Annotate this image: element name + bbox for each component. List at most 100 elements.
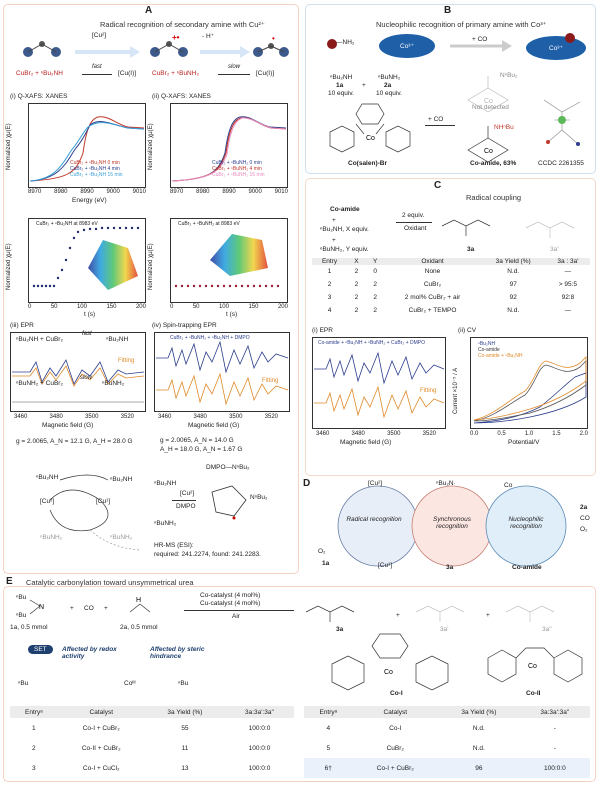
xafs-i-xticks: 8970 8980 8990 9000 9010 xyxy=(28,189,146,195)
svg-text:Co: Co xyxy=(484,98,493,105)
c-epr-legend: Co-amide + ⁿBu₂NH + ⁿBuNH₂ + CuBr₂ + DMP… xyxy=(318,340,426,346)
dmpo-cu: [Cu²] xyxy=(180,490,195,497)
table-row: 4 Co-I N.d. - xyxy=(326,724,556,732)
c-cv-legend-1: Co-amide xyxy=(478,347,500,353)
xafs-i-curve-15 xyxy=(29,122,145,182)
e-set-label: SET xyxy=(34,646,47,653)
e-nbu-left: ⁿBu xyxy=(18,680,29,687)
xafs-i-plot xyxy=(28,103,146,188)
xafs-i-legend-0: CuBr₂ + ⁿBu₂NH 0 min xyxy=(70,160,120,166)
table-row: 5 CuBr₂ N.d. - xyxy=(326,744,556,752)
epr-iii-bot: ⁿBuNH₂ + CuBr₂ xyxy=(16,380,63,387)
rxn2-left: CuBr₂ + ⁿBuNH₂ xyxy=(152,70,199,77)
c-epr-xlabel: Magnetic field (G) xyxy=(340,439,392,446)
xafs-ii-legend-2: CuBr₂ + ⁿBuNH₂ 15 min xyxy=(212,172,265,178)
c-arrow-top: 2 equiv. xyxy=(402,212,425,219)
b-co: Co³⁺ xyxy=(400,43,414,50)
e-affected-steric: Affected by steric hindrance xyxy=(150,646,205,660)
xafs-i-legend-2: CuBr₂ + ⁿBu₂NH 15 min xyxy=(70,172,123,178)
co-amide-structure: Co xyxy=(467,126,509,162)
e-nbu-right: ⁿBu xyxy=(178,680,189,687)
d-1a: 1a xyxy=(322,560,330,567)
panel-e xyxy=(3,586,596,782)
d-2a: 2a xyxy=(580,504,588,511)
e-sm1-structure: N xyxy=(29,599,44,615)
params-right-2: A_H = 18.0 G, A_N = 1.67 G xyxy=(160,446,243,453)
xafs-i-ylabel: Normalized χμ(E) xyxy=(6,123,12,170)
c-cv-title: (ii) CV xyxy=(458,327,477,334)
epr-iii-bot-prod: ⁿBuNH₂ xyxy=(102,380,125,387)
co-i-structure: Co xyxy=(331,633,449,691)
cycle-a-arrows xyxy=(49,474,140,551)
b-product-nhbu: NHⁿBu xyxy=(494,124,514,131)
kinetic-ii-legend: CuBr₂ + ⁿBuNH₂ at 8983 eV xyxy=(178,221,240,227)
panel-c xyxy=(305,178,596,476)
d-cu2: [Cu²] xyxy=(368,480,383,487)
xafs-ii-xticks: 8970 8980 8990 9000 9010 xyxy=(170,189,288,195)
b-nh2: —NH₂ xyxy=(336,39,355,46)
kinetic-i-xticks: 0 50 100 150 200 xyxy=(28,304,146,310)
dmpo-top: DMPO—NⁿBu₂ xyxy=(206,464,250,471)
epr-iv-title: (iv) Spin-trapping EPR xyxy=(152,322,217,329)
panel-a-scheme: +• • xyxy=(23,33,289,58)
d-circle-right xyxy=(485,485,567,567)
cycle-cu2: [Cu²] xyxy=(40,498,55,505)
e-co: CO xyxy=(84,605,94,612)
c-arrow xyxy=(396,222,432,223)
epr-iii-top-prod: ⁿBu₂NH xyxy=(106,336,129,343)
xafs-ii-legend-0: CuBr₂ + ⁿBuNH₂ 0 min xyxy=(212,160,262,166)
dmpo-product-n: NⁿBu₂ xyxy=(250,494,268,501)
d-left-text: Radical recognition xyxy=(346,516,402,523)
b-reagent2-eq: 10 equiv. xyxy=(376,90,402,97)
svg-text:Co: Co xyxy=(528,663,537,670)
svg-text:N: N xyxy=(39,604,44,611)
rxn1-left: CuBr₂ + ⁿBu₂NH xyxy=(16,70,63,77)
epr-iii-plot xyxy=(10,332,146,412)
epr-iv-legend: CuBr₂ + ⁿBuNH₂ + ⁿBu₂NH + DMPO xyxy=(170,335,250,341)
c-table: Entry X Y Oxidant 3a Yield (%) 3a : 3a' 1 2 0 No… xyxy=(312,258,590,317)
e-table-right-header: Entryᵃ Catalyst 3a Yield (%) 3a:3a':3a'' xyxy=(304,706,590,718)
xafs-ii-ylabel: Normalized χμ(E) xyxy=(148,123,154,170)
svg-text:H: H xyxy=(136,597,141,604)
b-plus: + xyxy=(362,82,366,89)
d-co-amide: Co-amide xyxy=(512,564,542,571)
rxn2-arrow xyxy=(218,74,250,75)
cycle-cu1: [Cu¹] xyxy=(96,498,111,505)
table-row: 1 Co-I + CuBr₂ 55 100:0:0 xyxy=(32,724,271,732)
panel-b-title: Nucleophilic recognition of primary amin… xyxy=(376,20,547,29)
panel-d-letter: D xyxy=(303,478,311,489)
kinetic-i-legend: CuBr₂ + ⁿBu₂NH at 8983 eV xyxy=(36,221,98,227)
panel-c-title: Radical coupling xyxy=(466,193,522,202)
d-circle-left xyxy=(337,485,419,567)
e-coi-label: Co-I xyxy=(390,690,403,697)
e-plus-b: + xyxy=(486,612,490,619)
table-row: 2 Co-II + CuBr₂ 11 100:0:0 xyxy=(32,744,271,752)
e-prod-3a-dbl: 3a'' xyxy=(542,626,552,633)
rxn1-arrow xyxy=(82,74,112,75)
c-cv-xticks: 0.0 0.5 1.0 1.5 2.0 xyxy=(470,431,588,437)
b-reagent1-eq: 10 equiv. xyxy=(328,90,354,97)
c-cv-plot xyxy=(470,337,588,429)
e-sm2-structure: H xyxy=(129,597,151,613)
c-cv-legend-2: Co-amide + ⁿBu₂NH xyxy=(478,353,523,359)
co-salen-structure: Co xyxy=(329,103,411,153)
panel-e-letter: E xyxy=(6,576,13,587)
cycle-right-amine: ⁿBu₂NH xyxy=(110,476,133,483)
e-cond-2: Air xyxy=(232,613,240,620)
rxn2-right: [Cu(I)] xyxy=(256,70,275,77)
rxn1-right: [Cu(I)] xyxy=(118,70,137,77)
b-reagent2-id: 2a xyxy=(384,82,392,89)
cycle-top-amine: ⁿBu₂NH xyxy=(36,474,59,481)
e-plus-a: + xyxy=(396,612,400,619)
b-arrow xyxy=(425,125,455,126)
d-3a: 3a xyxy=(446,564,454,571)
panel-c-letter: C xyxy=(434,180,442,191)
c-arrow-bottom: Oxidant xyxy=(404,225,427,232)
e-affected-redox: Affected by redox activity xyxy=(62,646,117,660)
c-epr-fitting: Fitting xyxy=(420,388,437,394)
amine-molecule-3: • xyxy=(253,34,289,57)
epr-iii-title: (iii) EPR xyxy=(10,322,34,329)
kinetic-ii-surface xyxy=(210,234,268,276)
